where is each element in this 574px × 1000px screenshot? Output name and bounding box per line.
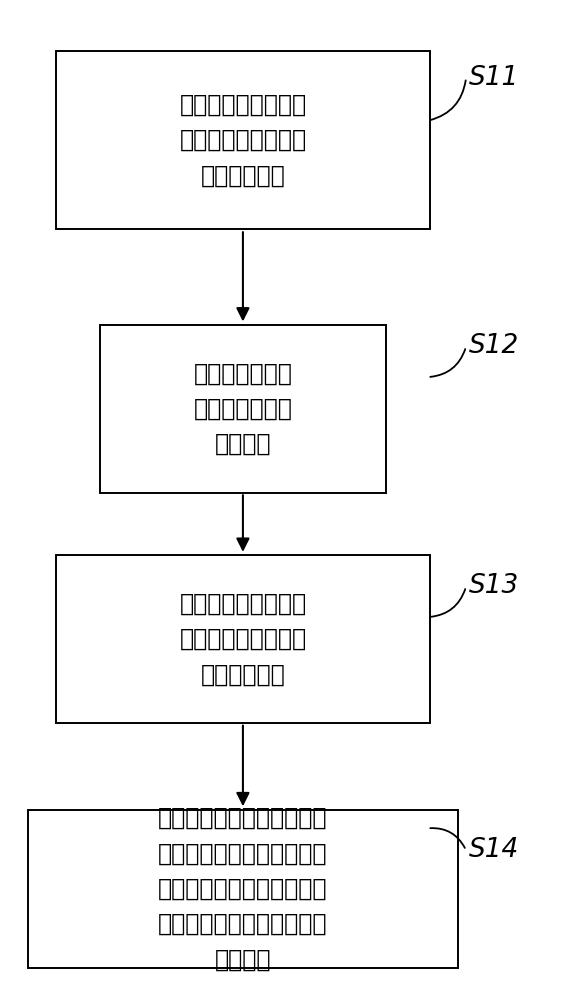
Text: 根据所述查询服务请求，构
建所述组件的关联流程服务
信息，以所述关联流程服务
信息作为有权限的流程信息
进行流转: 根据所述查询服务请求，构 建所述组件的关联流程服务 信息，以所述关联流程服务 信… [158,806,328,972]
Text: 获取查询服务请求，
并根据所述请求跳转
至数据库查询: 获取查询服务请求， 并根据所述请求跳转 至数据库查询 [179,93,307,187]
FancyBboxPatch shape [56,555,430,723]
Text: S13: S13 [469,573,519,599]
Text: S11: S11 [469,65,519,91]
FancyBboxPatch shape [100,325,386,493]
Text: 获取数据库的查
询结果，并配置
相关组件: 获取数据库的查 询结果，并配置 相关组件 [193,361,292,456]
Text: S12: S12 [469,333,519,359]
Text: 存储所述组件的属性
配置，并解析所述属
性配置的格式: 存储所述组件的属性 配置，并解析所述属 性配置的格式 [179,592,307,687]
FancyBboxPatch shape [28,810,458,968]
Text: S14: S14 [469,837,519,863]
FancyBboxPatch shape [56,51,430,229]
